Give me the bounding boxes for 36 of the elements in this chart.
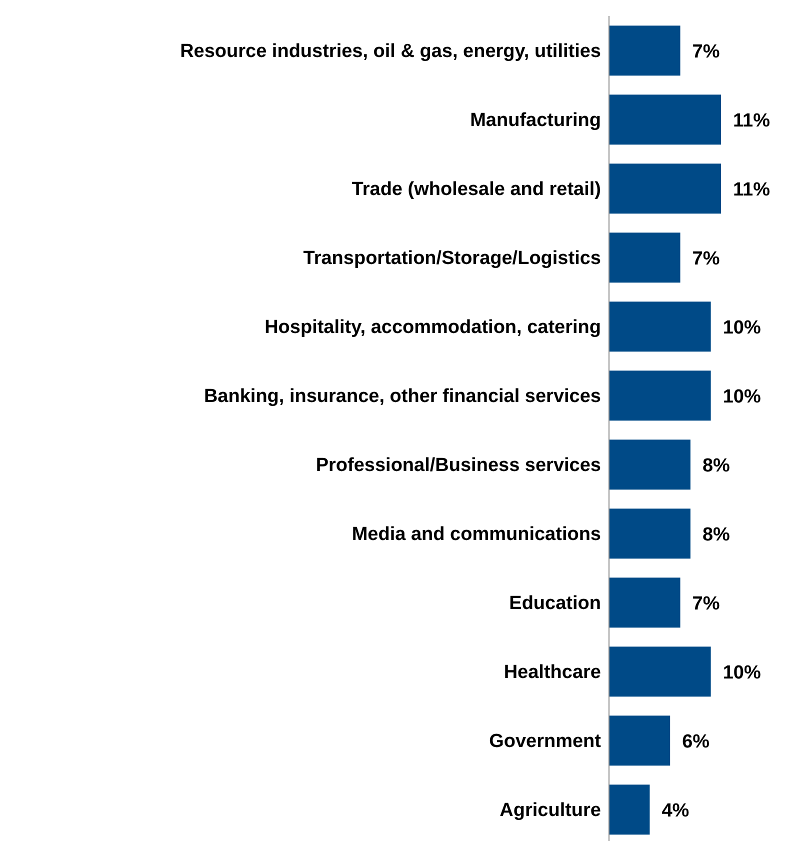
data-label: 10% [722,662,761,684]
y-tick-label: Transportation/Storage/Logistics [303,248,601,270]
y-tick-label: Media and communications [352,524,601,546]
y-tick-label: Professional/Business services [316,455,601,476]
data-label: 4% [662,800,690,822]
data-label: 7% [692,593,720,614]
y-tick-label: Manufacturing [470,110,601,132]
bar [609,302,711,352]
data-label: 11% [733,110,770,132]
data-label: 7% [692,248,720,270]
data-label: 8% [702,524,730,546]
y-tick-label: Trade (wholesale and retail) [352,179,601,200]
data-label: 10% [722,317,761,338]
y-tick-label: Banking, insurance, other financial services [204,386,601,408]
bar [609,26,680,76]
bar [609,646,711,697]
data-label: 7% [692,41,720,62]
y-tick-label: Agriculture [500,800,601,822]
y-tick-label: Government [489,731,602,752]
data-label: 6% [682,731,710,752]
bar [609,232,680,283]
y-tick-label: Healthcare [504,662,601,684]
y-tick-label: Resource industries, oil & gas, energy, utilities [180,41,601,62]
bar [609,164,721,214]
bar [609,370,711,421]
data-label: 8% [702,455,730,476]
bar [609,578,680,628]
data-label: 11% [733,179,770,200]
bar [609,784,650,835]
y-tick-label: Hospitality, accommodation, catering [264,317,601,338]
bar [609,716,670,766]
bar [609,508,690,559]
data-label: 10% [722,386,761,408]
y-tick-label: Education [509,593,601,614]
bar [609,440,690,490]
bar [609,94,721,145]
